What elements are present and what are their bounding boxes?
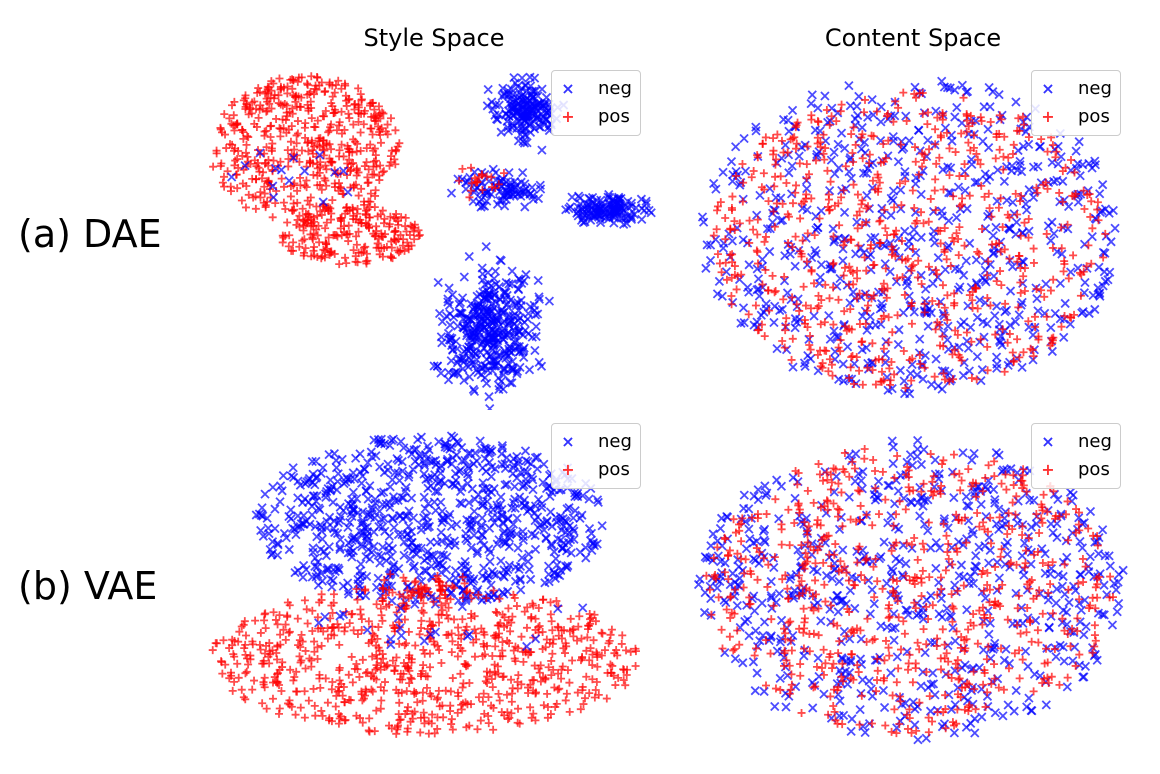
scatter-vae-content [693,435,1128,745]
pos-marker-icon: + [561,107,575,126]
legend-vae-style: × neg + pos [551,423,641,489]
pos-marker-icon: + [1041,107,1055,126]
scatter-dae-content [697,76,1120,399]
row-label-vae: (b) VAE [18,564,158,608]
legend-vae-content: × neg + pos [1031,423,1121,489]
title-style-space: Style Space [363,24,505,52]
legend-dae-content: × neg + pos [1031,70,1121,136]
legend-neg: neg [1078,431,1112,452]
neg-marker-icon: × [1041,79,1055,98]
legend-neg: neg [598,78,632,99]
legend-neg: neg [598,431,632,452]
pos-marker-icon: + [1041,460,1055,479]
legend-pos: pos [1078,106,1110,127]
legend-neg: neg [1078,78,1112,99]
legend-dae-style: × neg + pos [551,70,641,136]
pos-marker-icon: + [561,460,575,479]
title-content-space: Content Space [824,24,1002,52]
scatter-dae-style [209,72,656,410]
neg-marker-icon: × [561,79,575,98]
legend-pos: pos [598,106,630,127]
scatter-vae-style [208,431,640,738]
neg-marker-icon: × [1041,432,1055,451]
neg-marker-icon: × [561,432,575,451]
row-label-dae: (a) DAE [18,212,162,256]
legend-pos: pos [598,459,630,480]
legend-pos: pos [1078,459,1110,480]
